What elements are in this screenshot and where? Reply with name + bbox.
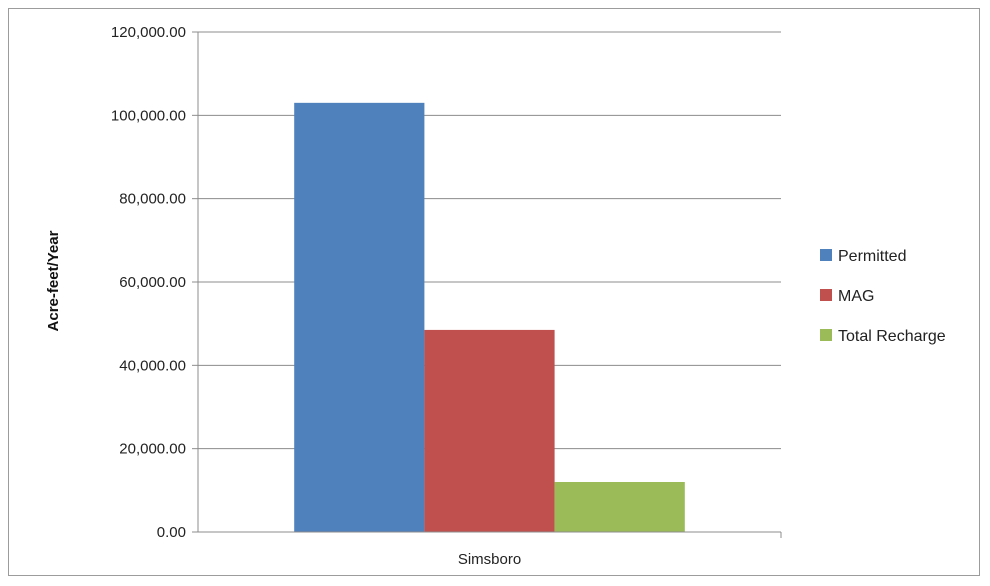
bars [294, 102, 685, 532]
legend-label: Permitted [838, 248, 906, 265]
x-tick-label: Simsboro [458, 551, 521, 568]
bar-permitted [294, 102, 425, 532]
legend-swatch [820, 249, 832, 261]
bar-mag [424, 329, 555, 532]
y-tick-label: 20,000.00 [119, 441, 186, 458]
y-tick-label: 100,000.00 [111, 107, 186, 124]
y-tick-labels: 0.00 20,000.00 40,000.00 60,000.00 80,000.00… [111, 24, 186, 541]
legend-label: Total Recharge [838, 328, 946, 345]
x-tick-labels: Simsboro [458, 551, 521, 568]
bar-total-recharge [554, 482, 685, 532]
legend-label: MAG [838, 288, 874, 305]
axes [197, 32, 782, 538]
y-tick-label: 80,000.00 [119, 191, 186, 208]
legend: Permitted MAG Total Recharge [820, 248, 946, 345]
y-tick-label: 0.00 [157, 524, 186, 541]
legend-swatch [820, 329, 832, 341]
y-tick-label: 40,000.00 [119, 357, 186, 374]
y-tick-label: 120,000.00 [111, 24, 186, 41]
y-axis-title: Acre-feet/Year [45, 230, 62, 331]
legend-swatch [820, 289, 832, 301]
y-tick-label: 60,000.00 [119, 274, 186, 291]
